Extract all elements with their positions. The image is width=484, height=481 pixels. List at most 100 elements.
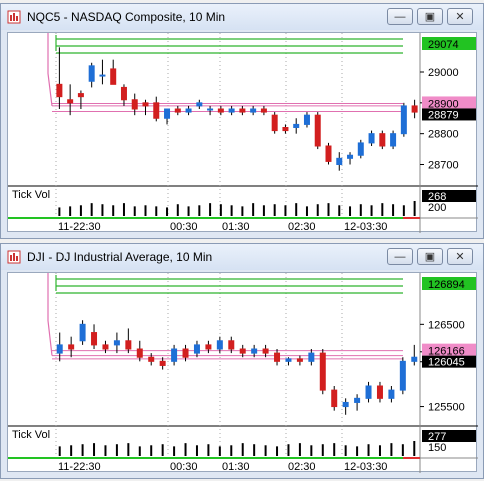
candlestick-chart[interactable]: 1265001261661260451255001268941261661260… [8, 273, 478, 473]
candle-up [250, 108, 257, 113]
candle-down [91, 332, 98, 346]
session-bar-green [8, 457, 403, 459]
tick-vol-value: 277 [428, 431, 446, 443]
candle-down [228, 340, 235, 350]
chart-area[interactable]: 29000289002880028700290742890028879Tick … [7, 32, 478, 233]
candle-down [68, 344, 75, 350]
candle-down [182, 348, 189, 358]
minimize-icon: — [394, 250, 406, 263]
pink-price-label: 28900 [428, 98, 459, 110]
minimize-button[interactable]: — [387, 8, 413, 25]
price-axis-label: 28800 [428, 129, 459, 141]
candle-up [308, 352, 315, 362]
window-title: NQC5 - NASDAQ Composite, 10 Min [27, 10, 226, 24]
candle-down [136, 348, 143, 358]
last-price-badge [422, 355, 476, 368]
high-price-label: 29074 [428, 39, 459, 51]
maximize-button[interactable]: ▣ [417, 248, 443, 265]
candle-up [193, 344, 200, 354]
candle-up [88, 65, 95, 82]
chart-app-icon [7, 10, 21, 24]
candle-down [148, 356, 155, 362]
candle-down [379, 133, 386, 147]
price-axis-label: 125500 [428, 402, 465, 414]
candle-up [400, 105, 407, 135]
close-button[interactable]: ✕ [447, 8, 473, 25]
time-axis-label: 12-03:30 [344, 461, 387, 473]
session-bar-green [8, 217, 403, 219]
pink-entry-line [47, 273, 53, 356]
high-price-label: 126894 [428, 279, 465, 291]
candlestick-chart[interactable]: 29000289002880028700290742890028879Tick … [8, 33, 478, 233]
high-price-badge [422, 37, 476, 50]
candle-up [293, 123, 300, 128]
candle-up [368, 133, 375, 144]
candle-down [120, 86, 127, 101]
chart-window-nasdaq: NQC5 - NASDAQ Composite, 10 Min — ▣ ✕ 29… [0, 3, 484, 239]
candle-up [365, 385, 372, 399]
candle-up [171, 348, 178, 362]
tick-vol-label: Tick Vol [12, 189, 50, 201]
maximize-button[interactable]: ▣ [417, 8, 443, 25]
window-title: DJI - DJ Industrial Average, 10 Min [27, 250, 213, 264]
candle-down [325, 145, 332, 162]
candle-down [239, 348, 246, 354]
last-price-badge [422, 108, 476, 121]
candle-down [239, 108, 246, 113]
candle-down [159, 360, 166, 366]
close-icon: ✕ [455, 251, 465, 263]
chart-window-dji: DJI - DJ Industrial Average, 10 Min — ▣ … [0, 243, 484, 479]
candle-down [296, 358, 303, 362]
candle-down [142, 102, 149, 107]
candle-up [56, 344, 63, 354]
time-axis-label: 01:30 [222, 461, 250, 473]
candle-up [113, 340, 120, 346]
close-button[interactable]: ✕ [447, 248, 473, 265]
pink-entry-line [47, 33, 53, 106]
time-axis-label: 02:30 [288, 461, 316, 473]
candle-up [216, 340, 223, 350]
candle-up [207, 108, 214, 111]
candle-up [185, 108, 192, 113]
high-price-badge [422, 277, 476, 290]
candle-down [205, 344, 212, 350]
candle-up [164, 108, 171, 119]
time-axis-label: 00:30 [170, 461, 198, 473]
candle-up [251, 348, 258, 354]
candle-up [347, 154, 354, 159]
price-axis-label: 126500 [428, 319, 465, 331]
tick-vol-badge [422, 430, 476, 442]
candle-up [79, 323, 86, 342]
minimize-button[interactable]: — [387, 248, 413, 265]
candle-down [260, 108, 267, 113]
candle-down [56, 83, 63, 98]
pink-price-badge [422, 96, 476, 109]
tick-vol-axis-label: 150 [428, 442, 446, 454]
last-price-label: 126045 [428, 357, 465, 369]
candle-up [285, 358, 292, 362]
time-axis-label: 12-03:30 [344, 221, 387, 233]
candle-down [102, 344, 109, 350]
session-bar-red [403, 217, 420, 219]
candle-down [174, 108, 181, 113]
chart-area[interactable]: 1265001261661260451255001268941261661260… [7, 272, 478, 473]
price-axis-label: 28700 [428, 160, 459, 172]
candle-up [196, 102, 203, 107]
close-icon: ✕ [455, 11, 465, 23]
candle-up [228, 108, 235, 113]
candle-down [262, 348, 269, 354]
pink-price-label: 126166 [428, 346, 465, 358]
candle-down [271, 114, 278, 132]
tick-vol-value: 268 [428, 191, 446, 203]
time-axis-label: 00:30 [170, 221, 198, 233]
candle-up [342, 401, 349, 408]
candle-up [354, 397, 361, 403]
time-axis-label: 11-22:30 [58, 221, 101, 233]
candle-up [336, 157, 343, 166]
candle-down [110, 68, 117, 85]
candle-up [303, 114, 310, 125]
pink-price-badge [422, 343, 476, 356]
candle-up [390, 133, 397, 147]
candle-down [319, 352, 326, 391]
candle-down [217, 108, 224, 113]
